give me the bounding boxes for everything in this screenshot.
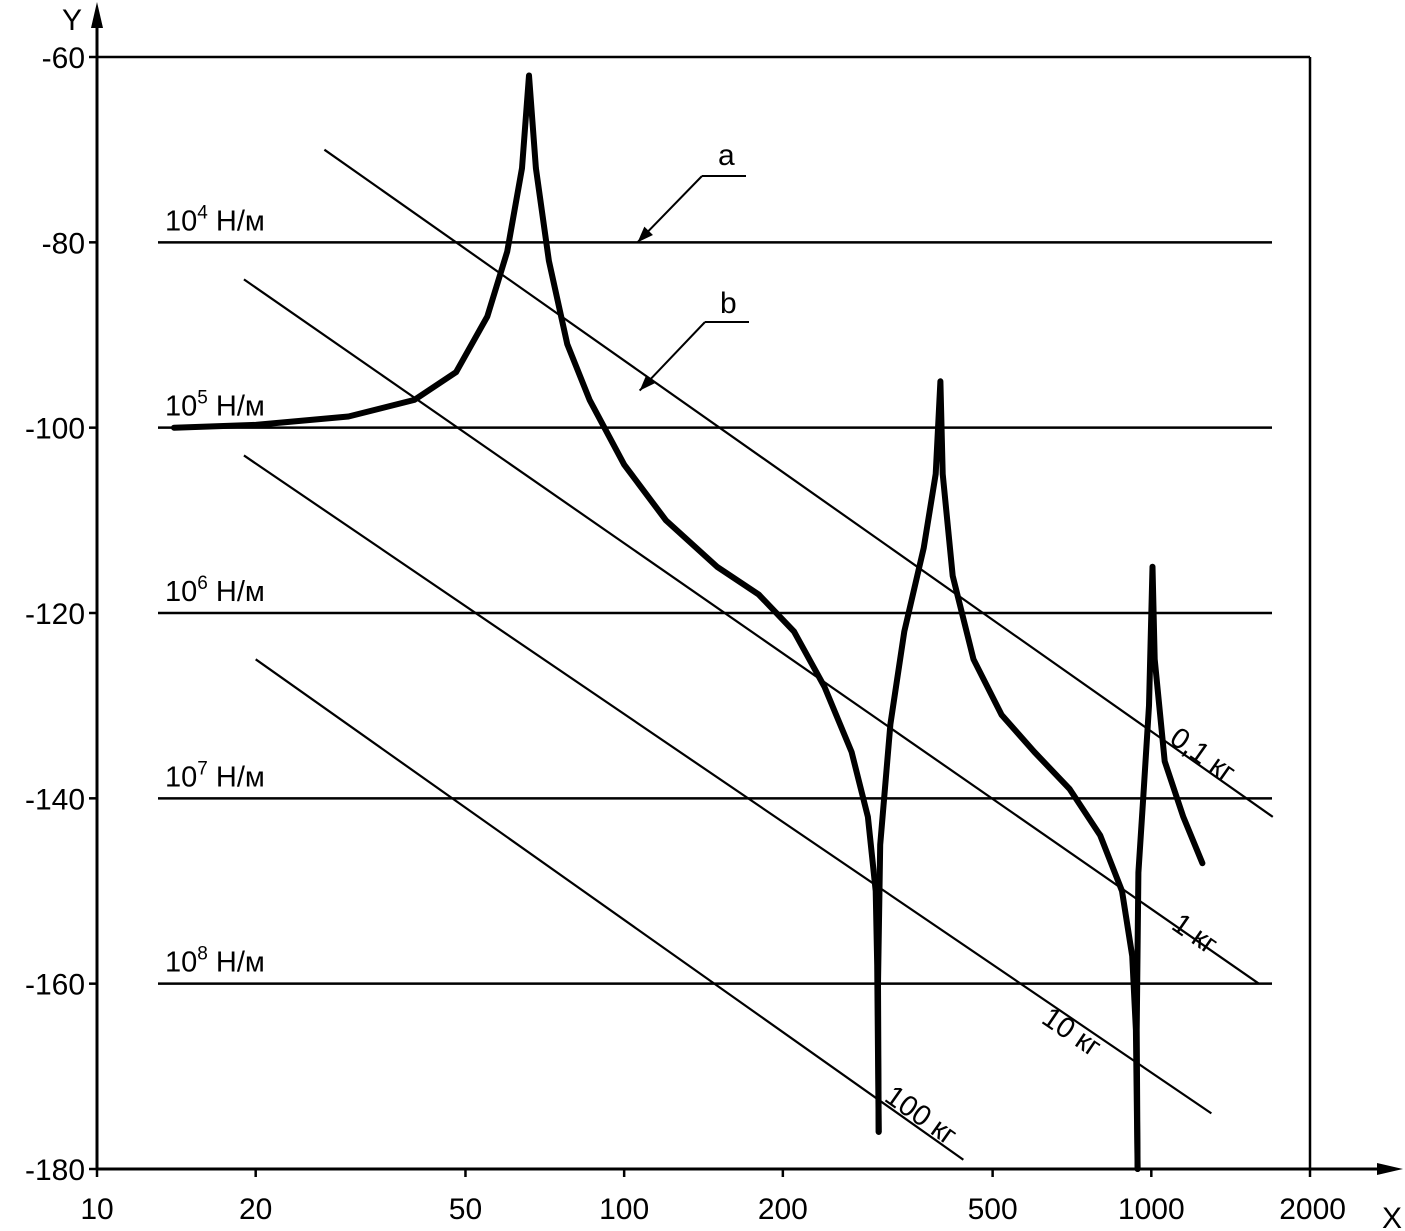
x-tick-label: 1000 <box>1118 1193 1185 1226</box>
y-tick-label: -120 <box>25 598 85 631</box>
stiffness-lines: 104 Н/м 105 Н/м 106 Н/м 107 Н/м 108 Н/м <box>158 202 1272 985</box>
x-tick-label: 200 <box>758 1193 808 1226</box>
mass-label: 0,1 кг <box>1164 722 1241 789</box>
response-curves <box>171 72 1206 1172</box>
mass-line <box>243 454 1212 1115</box>
response-curve <box>1133 563 1206 1172</box>
stiffness-label: 108 Н/м <box>165 944 265 979</box>
y-axis-label: Y <box>62 4 82 37</box>
annotations: ab <box>636 139 749 392</box>
x-tick-label: 50 <box>449 1193 482 1226</box>
y-tick-label: -100 <box>25 413 85 446</box>
mass-line <box>243 278 1260 985</box>
y-tick-label: -60 <box>42 42 85 75</box>
y-tick-label: -180 <box>25 1154 85 1187</box>
y-tick-label: -160 <box>25 969 85 1002</box>
x-tick-label: 20 <box>239 1193 272 1226</box>
annotation-label: a <box>718 139 735 172</box>
y-tick-label: -80 <box>42 227 85 260</box>
x-tick-label: 2000 <box>1279 1193 1346 1226</box>
mass-line <box>255 658 964 1161</box>
stiffness-label: 107 Н/м <box>165 758 265 793</box>
stiffness-label: 104 Н/м <box>165 202 265 237</box>
annotation-arrowhead <box>637 226 653 243</box>
x-tick-label: 10 <box>80 1193 113 1226</box>
x-axis-label: X <box>1382 1202 1402 1231</box>
annotation-arrowhead <box>639 374 656 391</box>
x-tick-label: 500 <box>968 1193 1018 1226</box>
stiffness-label: 105 Н/м <box>165 388 265 423</box>
y-tick-label: -140 <box>25 783 85 816</box>
response-curve <box>875 378 1141 1172</box>
x-ticks: 10 20 50 100 200 500 1000 2000 <box>80 1169 1346 1226</box>
response-curve <box>171 72 882 1135</box>
stiffness-label: 106 Н/м <box>165 573 265 608</box>
x-tick-label: 100 <box>599 1193 649 1226</box>
y-axis-arrow <box>91 2 103 28</box>
y-ticks: -60 -80 -100 -120 -140 -160 -180 <box>25 42 97 1187</box>
x-axis-arrow <box>1377 1163 1403 1175</box>
mass-label: 100 кг <box>879 1080 963 1152</box>
plot-frame <box>91 2 1403 1175</box>
annotation-label: b <box>720 287 737 320</box>
mass-label: 10 кг <box>1036 1001 1107 1063</box>
mass-line <box>323 148 1274 818</box>
